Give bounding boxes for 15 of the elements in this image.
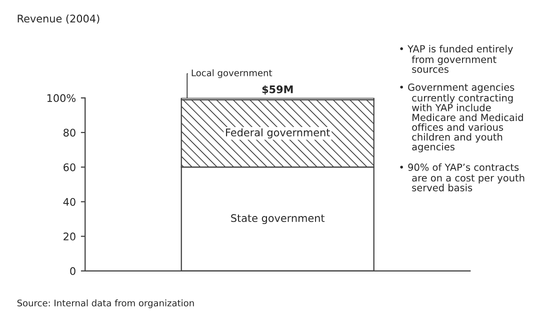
y-tick-label: 100% — [47, 94, 76, 102]
annotation: • Government agencies currently contracting with YAP include Medicare and Medicaid offices and various children and youth agencies — [400, 83, 523, 152]
annotation: • 90% of YAP’s contracts are on a cost per youth served basis — [400, 163, 524, 192]
text: Local government — [192, 69, 272, 78]
y-tick-label: 20 — [64, 232, 76, 240]
series-label: Federal government — [226, 128, 330, 138]
y-tick-label: 60 — [64, 163, 76, 172]
series-label: State government — [231, 214, 325, 224]
y-tick-label: 40 — [63, 198, 76, 206]
source-note: Source: Internal data from organization — [17, 299, 194, 308]
annotation: $59M — [262, 85, 293, 95]
text: • YAP is funded entirely from government sources — [400, 44, 513, 73]
y-tick-label: 80 — [64, 128, 76, 137]
y-tick-label: 0 — [70, 267, 76, 276]
text: Revenue (2004) — [18, 14, 100, 24]
